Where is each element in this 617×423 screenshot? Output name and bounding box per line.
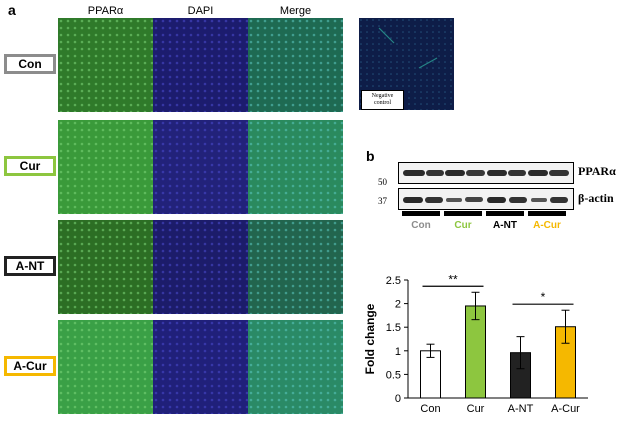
x-tick-label-cur: Cur [467,403,485,415]
micrograph-con-dapi [153,18,248,112]
micrograph-a-cur-ppar [58,320,153,414]
micrograph-a-cur-dapi [153,320,248,414]
micrograph-cur-dapi [153,120,248,214]
micrograph-cur-ppar [58,120,153,214]
micrograph-con-merge [248,18,343,112]
y-tick-label: 0.5 [386,369,401,381]
lane-bar-acur [528,211,566,216]
column-header-merge: Merge [279,5,312,17]
y-tick-label: 0 [395,393,401,405]
y-tick-label: 2.5 [386,275,401,287]
blot-ppar [398,162,574,184]
group-label-a-nt: A-NT [4,256,56,276]
negative-control-label-line1: Negative [371,93,394,99]
blot-lane-label-con: Con [411,220,431,231]
blot-ppar-bands [403,170,569,176]
group-label-con: Con [4,54,56,74]
blot-ppar-label: PPARα [578,164,616,178]
x-tick-label-con: Con [420,403,440,415]
micrograph-a-nt-ppar [58,220,153,314]
blot-actin-bands [403,197,568,203]
blot-lane-label-a-nt: A-NT [493,220,517,231]
lane-bar-con [402,211,440,216]
y-tick-label: 2 [395,299,401,311]
micrograph-con-ppar [58,18,153,112]
group-label-cur: Cur [4,156,56,176]
blot-actin [398,188,574,210]
y-tick-label: 1 [395,346,401,358]
micrograph-a-cur-merge [248,320,343,414]
y-axis-label: Fold change [363,303,377,374]
panel-a-letter: a [8,2,16,18]
blot-actin-label: β-actin [578,191,614,205]
negative-control-image: Negative control [359,18,454,110]
column-header-ppar: PPARα [87,5,124,17]
significance-label-0: ** [448,272,458,286]
blot-lane-label-cur: Cur [454,220,472,231]
x-tick-label-a-cur: A-Cur [551,403,580,415]
lane-bar-ant [486,211,524,216]
column-header-dapi: DAPI [187,5,214,17]
significance-label-1: * [541,290,546,304]
negative-control-label: Negative control [361,90,404,110]
micrograph-a-nt-merge [248,220,343,314]
group-label-a-cur: A-Cur [4,356,56,376]
micrograph-a-nt-dapi [153,220,248,314]
y-tick-label: 1.5 [386,322,401,334]
marker-50: 50 [378,177,387,187]
micrograph-cur-merge [248,120,343,214]
negative-control-label-line2: control [374,100,391,106]
marker-37: 37 [378,196,387,206]
x-tick-label-a-nt: A-NT [508,403,534,415]
lane-bar-cur [444,211,482,216]
blot-lane-label-a-cur: A-Cur [533,220,561,231]
panel-b-letter: b [366,148,375,164]
